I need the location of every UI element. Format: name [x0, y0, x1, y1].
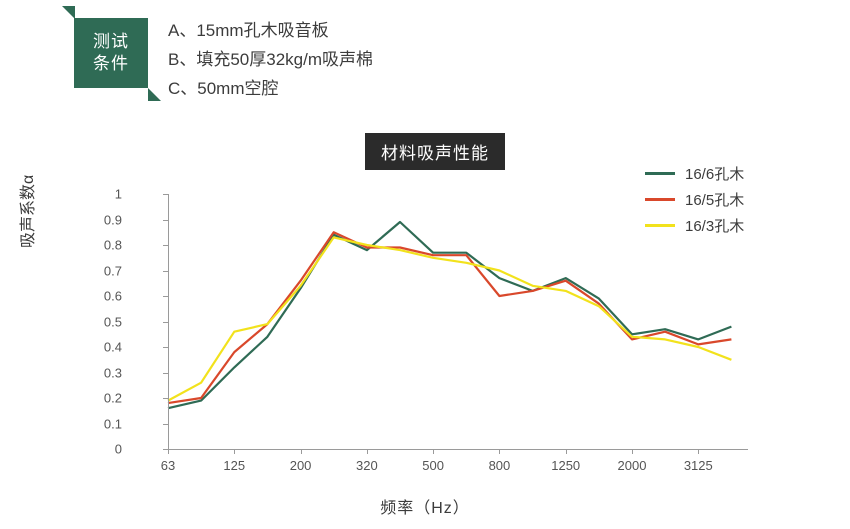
- y-tick-label: 0.7: [103, 263, 122, 278]
- y-tick-mark: [163, 398, 168, 399]
- series-line-1: [167, 231, 732, 405]
- x-tick-label: 125: [223, 458, 246, 473]
- y-tick-mark: [163, 194, 168, 195]
- x-tick-label: 3125: [683, 458, 713, 473]
- legend-swatch-2: [645, 223, 675, 227]
- x-tick-mark: [632, 449, 633, 454]
- condition-item-a: A、15mm孔木吸音板: [168, 21, 329, 40]
- y-axis-line: [168, 194, 169, 449]
- x-tick-label: 320: [355, 458, 378, 473]
- y-tick-label: 0.9: [103, 212, 122, 227]
- legend-label-1: 16/5孔木: [685, 191, 745, 209]
- y-tick-label: 0: [114, 441, 122, 457]
- x-tick-label: 1250: [551, 458, 581, 473]
- badge-corner-top-left: [62, 6, 75, 19]
- y-tick-label: 0.5: [103, 314, 122, 329]
- legend-swatch-1: [645, 197, 675, 201]
- y-tick-mark: [163, 423, 168, 425]
- x-tick-mark: [366, 449, 368, 454]
- y-tick-mark: [163, 449, 168, 450]
- legend-swatch-0: [645, 171, 675, 175]
- y-tick-label: 0.2: [103, 390, 122, 406]
- condition-item-c: C、50mm空腔: [168, 79, 279, 98]
- x-tick-mark: [565, 449, 567, 454]
- y-tick-label: 0.3: [103, 365, 122, 380]
- series-lines: [167, 220, 732, 410]
- badge-corner-bottom-right: [148, 88, 161, 101]
- y-tick-mark: [163, 296, 168, 297]
- y-tick-label: 0.1: [103, 416, 122, 431]
- series-line-0: [167, 220, 732, 410]
- x-tick-label: 800: [488, 458, 511, 473]
- x-tick-mark: [698, 449, 700, 454]
- x-tick-mark: [168, 449, 169, 454]
- x-tick-label: 200: [289, 458, 312, 473]
- y-tick-mark: [163, 245, 168, 246]
- badge-line-2: 条件: [93, 54, 129, 73]
- chart-title: 材料吸声性能: [365, 133, 505, 170]
- y-tick-mark: [163, 321, 168, 323]
- y-axis-label: 吸声系数α: [20, 174, 37, 248]
- chart-legend: 16/6孔木 16/5孔木 16/3孔木: [645, 160, 744, 238]
- y-tick-mark: [163, 347, 168, 348]
- series-line-2: [167, 236, 732, 402]
- legend-item-2: 16/3孔木: [645, 212, 744, 238]
- x-tick-label: 2000: [617, 458, 647, 473]
- x-tick-label: 500: [422, 458, 444, 473]
- condition-item-b: B、填充50厚32kg/m吸声棉: [168, 50, 373, 69]
- legend-label-0: 16/6孔木: [685, 165, 745, 183]
- badge-line-1: 测试: [93, 32, 129, 51]
- y-tick-label: 0.4: [103, 339, 122, 355]
- legend-label-2: 16/3孔木: [685, 217, 745, 235]
- y-tick-mark: [163, 372, 168, 374]
- legend-item-1: 16/5孔木: [645, 186, 744, 212]
- y-tick-label: 0.8: [103, 237, 122, 253]
- y-tick-label: 0.6: [103, 288, 122, 304]
- y-tick-mark: [163, 219, 168, 221]
- x-tick-mark: [433, 449, 435, 454]
- x-tick-mark: [499, 449, 501, 454]
- chart-plot-area: 0 0.1 0.2 0.3 0.4 0.5 0.6 0.7 0.8 0.9 1 63 125 200 32…: [104, 186, 758, 473]
- x-axis-line: [168, 449, 748, 450]
- test-condition-list: A、15mm孔木吸音板 B、填充50厚32kg/m吸声棉 C、50mm空腔: [168, 16, 373, 103]
- y-tick-label: 1: [114, 186, 122, 202]
- x-tick-mark: [300, 449, 302, 454]
- x-axis-label: 频率（Hz）: [380, 500, 470, 517]
- x-tick-label: 63: [160, 458, 176, 473]
- legend-item-0: 16/6孔木: [645, 160, 744, 186]
- test-condition-badge: 测试 条件: [74, 18, 148, 88]
- y-tick-mark: [163, 270, 168, 272]
- x-tick-mark: [234, 449, 236, 454]
